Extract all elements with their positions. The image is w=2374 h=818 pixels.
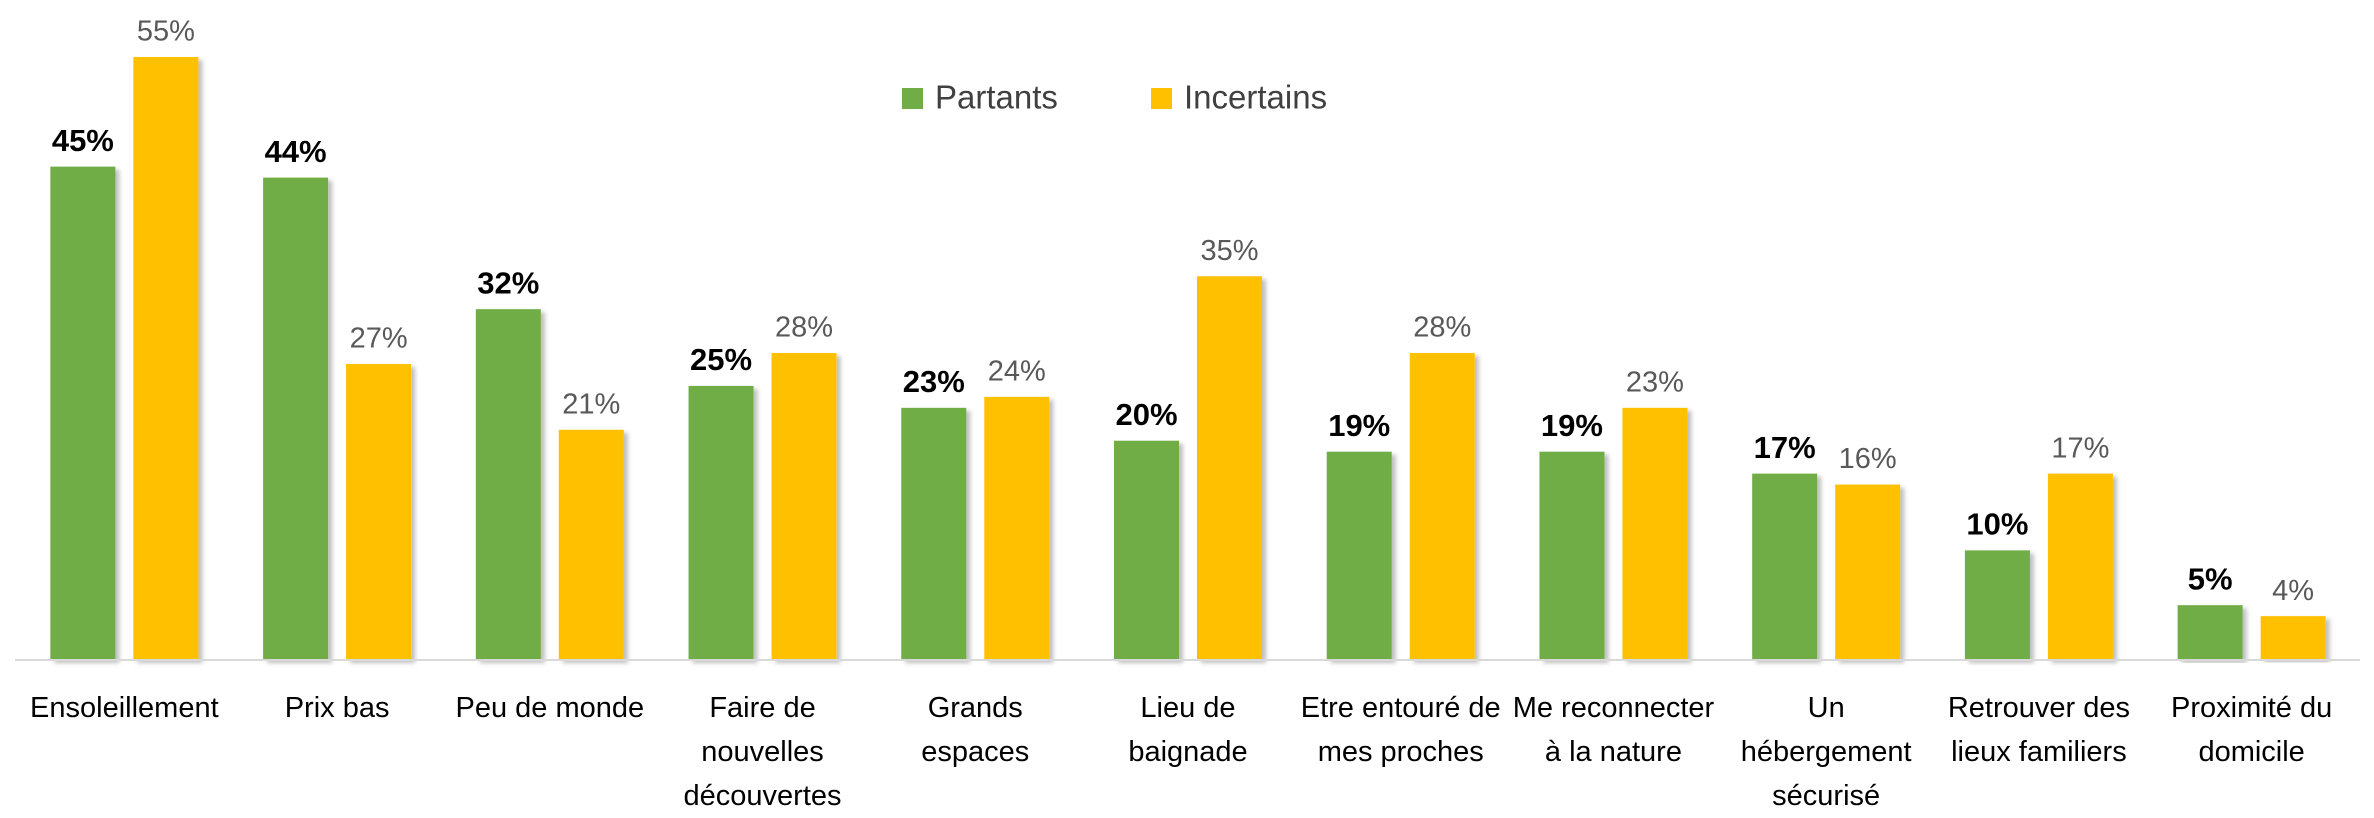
bar — [2047, 473, 2113, 660]
value-label: 17% — [1754, 430, 1816, 465]
bar — [2260, 616, 2326, 660]
bar — [1622, 407, 1688, 660]
bar — [1409, 353, 1475, 660]
bar — [984, 396, 1050, 660]
bar — [558, 429, 624, 660]
bar — [1964, 550, 2030, 660]
value-label: 45% — [52, 123, 114, 158]
value-label: 16% — [1839, 443, 1897, 475]
value-label: 23% — [903, 364, 965, 399]
legend-swatch — [902, 88, 923, 109]
bar — [133, 57, 199, 660]
bar — [1539, 451, 1605, 660]
value-label: 21% — [562, 388, 620, 420]
value-label: 19% — [1541, 408, 1603, 443]
legend-label: Incertains — [1184, 79, 1327, 116]
bar — [2177, 605, 2243, 660]
bar — [771, 353, 837, 660]
value-label: 17% — [2051, 432, 2109, 464]
value-label: 55% — [137, 16, 195, 48]
bar — [1114, 440, 1179, 660]
value-label: 10% — [1966, 507, 2028, 542]
x-tick-label: Me reconnecter à la nature — [1512, 692, 1715, 768]
bar — [688, 385, 754, 660]
bar — [1752, 473, 1818, 660]
bar — [1835, 484, 1901, 660]
value-label: 35% — [1200, 235, 1258, 267]
x-tick-label: Grands espaces — [921, 692, 1030, 768]
value-label: 32% — [477, 265, 539, 300]
value-label: 25% — [690, 342, 752, 377]
bar — [346, 363, 412, 660]
bar — [263, 177, 329, 660]
x-tick-label: Retrouver des lieux familiers — [1947, 692, 2130, 768]
x-tick-label: Un hébergement sécurisé — [1740, 692, 1912, 812]
x-tick-label: Lieu de baignade — [1128, 692, 1248, 768]
bar — [475, 309, 541, 660]
value-label: 4% — [2272, 575, 2314, 607]
x-tick-label: Peu de monde — [455, 692, 645, 724]
x-tick-label: Etre entouré de mes proches — [1300, 692, 1501, 768]
bar — [1326, 451, 1392, 660]
value-label: 5% — [2188, 561, 2233, 596]
bar — [1197, 276, 1262, 660]
value-label: 27% — [350, 323, 408, 355]
value-label: 23% — [1626, 366, 1684, 398]
x-tick-label: Faire de nouvelles découvertes — [683, 692, 842, 812]
value-label: 19% — [1328, 408, 1390, 443]
legend-swatch — [1151, 88, 1172, 109]
value-label: 24% — [988, 356, 1046, 388]
value-label: 44% — [265, 134, 327, 169]
value-label: 20% — [1115, 397, 1177, 432]
legend-label: Partants — [935, 79, 1058, 116]
bar — [901, 407, 967, 660]
value-label: 28% — [1413, 312, 1471, 344]
bar — [50, 166, 116, 661]
x-tick-label: Prix bas — [284, 692, 390, 724]
x-tick-label: Proximité du domicile — [2171, 692, 2333, 768]
value-label: 28% — [775, 312, 833, 344]
x-tick-label: Ensoleillement — [30, 692, 219, 724]
